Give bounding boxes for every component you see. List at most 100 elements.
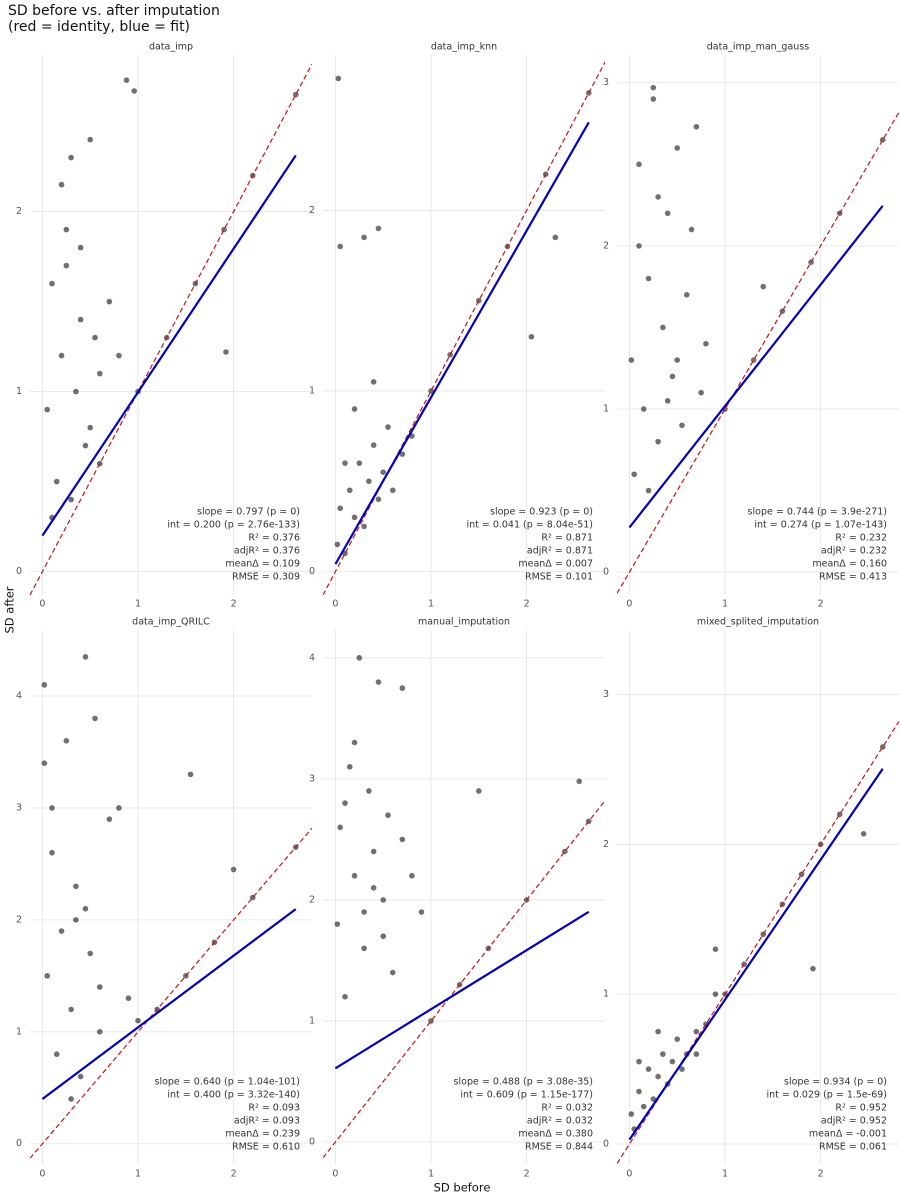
fit-line	[334, 910, 590, 1070]
x-tick-label: 0	[332, 1169, 338, 1180]
fit-stat: int = 0.029 (p = 1.5e-69)	[766, 1090, 887, 1101]
point	[655, 1073, 661, 1080]
point	[351, 739, 358, 746]
y-tick-label: 0	[16, 566, 22, 577]
point	[399, 685, 406, 691]
point	[636, 161, 642, 168]
point	[116, 805, 122, 811]
y-tick-label: 2	[16, 914, 22, 925]
fit-line	[628, 205, 884, 529]
point	[679, 1066, 685, 1072]
point	[879, 137, 886, 143]
point	[698, 389, 704, 396]
point	[370, 442, 377, 448]
point	[77, 244, 84, 251]
point	[679, 422, 685, 429]
fit-stat: adjR² = 0.032	[527, 1116, 593, 1127]
plot-area	[617, 721, 899, 1164]
point	[688, 226, 695, 233]
point	[123, 77, 130, 83]
y-tick-label: 1	[309, 1015, 315, 1026]
fit-stat: adjR² = 0.952	[821, 1116, 887, 1127]
fit-stat: RMSE = 0.061	[819, 1142, 887, 1153]
point	[645, 487, 652, 494]
point	[380, 933, 387, 940]
fit-stat: R² = 0.952	[835, 1103, 887, 1114]
point	[73, 917, 79, 923]
fit-stat: slope = 0.640 (p = 1.04e-101)	[155, 1077, 301, 1088]
point	[106, 816, 113, 822]
point	[476, 297, 482, 304]
fit-stat: R² = 0.232	[835, 533, 887, 544]
point	[44, 973, 51, 979]
point	[693, 1028, 700, 1035]
point	[351, 514, 358, 521]
point	[664, 210, 671, 217]
fit-stat: meanΔ = 0.160	[812, 559, 887, 570]
panel: manual_imputation 0 1 2 0 1 2 3 4 slope = 0.488 (…	[309, 617, 605, 1180]
point	[640, 1103, 647, 1110]
fit-stat: int = 0.200 (p = 2.76e-133)	[167, 520, 300, 531]
point	[334, 541, 341, 548]
identity-line	[30, 63, 312, 595]
point	[660, 1051, 666, 1057]
point	[660, 324, 666, 331]
point	[92, 715, 98, 722]
x-tick-label: 1	[428, 1169, 434, 1180]
point	[669, 373, 676, 380]
plot-area	[323, 655, 605, 1159]
panel-title: mixed_splited_imputation	[697, 617, 819, 628]
x-tick-label: 2	[231, 599, 237, 610]
y-axis-label: SD after	[3, 586, 17, 633]
point	[361, 909, 367, 915]
x-tick-label: 0	[332, 599, 338, 610]
point	[640, 406, 647, 412]
point	[370, 848, 377, 855]
y-tick-label: 3	[603, 77, 609, 88]
panel: data_imp_QRILC 0 1 2 0 1 2 3 4 slope = 0.640 (p =…	[16, 617, 312, 1180]
point	[187, 771, 194, 778]
identity-line	[617, 111, 899, 594]
fit-stat: slope = 0.934 (p = 0)	[784, 1077, 887, 1088]
point	[77, 316, 84, 323]
point	[389, 487, 396, 494]
point	[552, 234, 559, 241]
panel: mixed_splited_imputation 0 1 2 0 1 2 3 slope = 0…	[603, 617, 899, 1180]
point	[860, 831, 867, 837]
fit-stat: R² = 0.032	[541, 1103, 593, 1114]
point	[418, 909, 425, 915]
point	[41, 682, 48, 688]
point	[385, 424, 391, 430]
point	[674, 357, 681, 363]
point	[399, 836, 406, 843]
point	[636, 1088, 642, 1095]
fit-stat: int = 0.400 (p = 3.32e-140)	[167, 1090, 300, 1101]
point	[370, 885, 377, 891]
x-tick-label: 2	[818, 599, 824, 610]
point	[476, 788, 482, 794]
y-tick-label: 2	[603, 839, 609, 850]
point	[375, 679, 382, 685]
x-tick-label: 0	[39, 599, 45, 610]
point	[351, 406, 358, 412]
point	[230, 866, 237, 873]
point	[335, 75, 342, 82]
identity-line	[323, 61, 605, 595]
fit-stat: meanΔ = -0.001	[809, 1129, 887, 1140]
point	[337, 243, 344, 250]
point	[645, 275, 652, 282]
point	[674, 1036, 681, 1042]
y-tick-label: 1	[16, 1026, 22, 1037]
y-tick-label: 0	[603, 567, 609, 578]
point	[351, 872, 358, 879]
y-tick-label: 0	[603, 1139, 609, 1150]
y-tick-label: 1	[16, 386, 22, 397]
point	[49, 849, 55, 856]
plot-area	[323, 61, 605, 595]
y-tick-label: 3	[603, 689, 609, 700]
point	[73, 883, 79, 890]
point	[346, 763, 353, 770]
fit-stat: adjR² = 0.376	[234, 546, 300, 557]
point	[342, 460, 348, 466]
fit-stat: R² = 0.376	[248, 533, 300, 544]
